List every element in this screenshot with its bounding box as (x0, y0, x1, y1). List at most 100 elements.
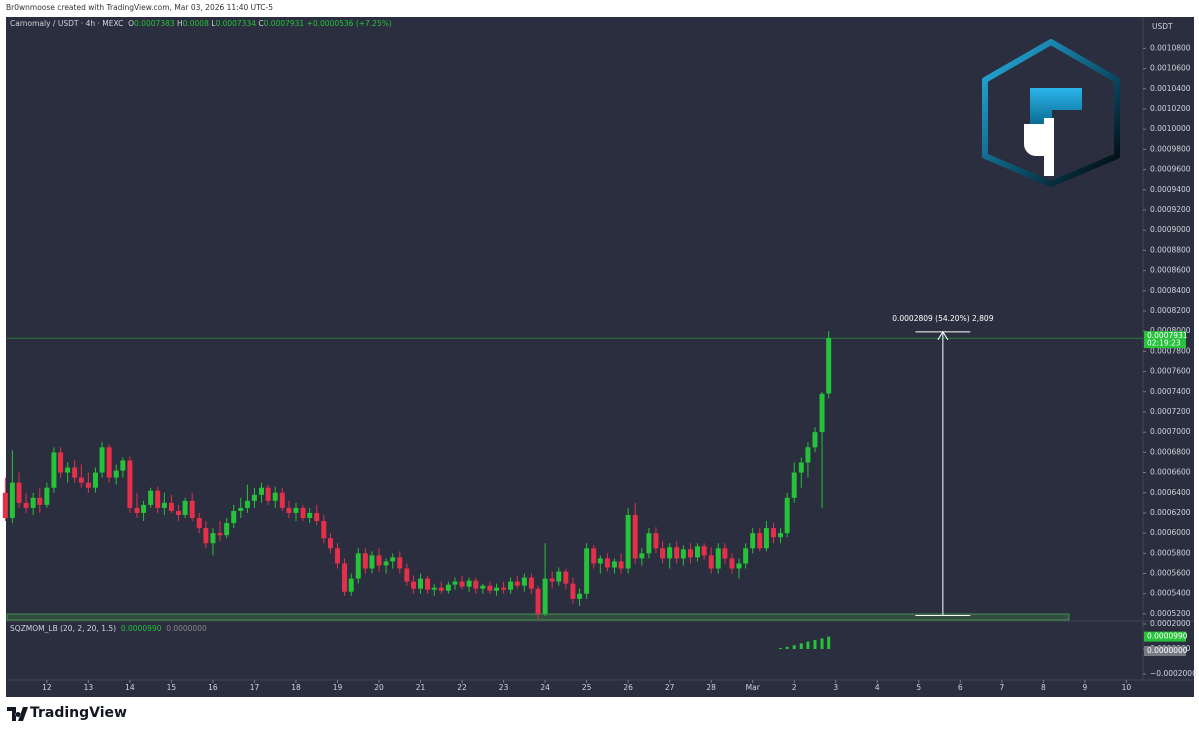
candle-body (279, 492, 285, 508)
candle-body (812, 432, 818, 448)
candle-body (113, 470, 119, 478)
candle-body (577, 593, 583, 599)
candle-body (459, 581, 465, 587)
x-tick-label: 22 (457, 683, 467, 692)
candle-body (182, 500, 188, 515)
candle-body (604, 558, 610, 568)
y-tick-label: 0.0008200 (1150, 306, 1191, 315)
y-tick-label: 0.0005200 (1150, 609, 1191, 618)
candle-body (321, 521, 327, 539)
y-tick-label: 0.0005800 (1150, 548, 1191, 557)
y-tick-label: 0.0006800 (1150, 447, 1191, 456)
candle-body (369, 555, 375, 569)
y-tick-label: 0.0010400 (1150, 84, 1191, 93)
y-tick-label: 0.0008600 (1150, 266, 1191, 275)
candle-body (327, 538, 333, 549)
candle-body (335, 548, 341, 564)
candle-body (410, 581, 416, 589)
candle-body (445, 584, 451, 591)
candle-body (791, 472, 797, 498)
symbol-legend: Carnomaly / USDT · 4h · MEXC O0.0007383 … (10, 19, 392, 28)
x-tick-label: 17 (250, 683, 260, 692)
candle-body (584, 548, 590, 594)
candle-body (376, 555, 382, 566)
y-tick-label: 0.0005600 (1150, 569, 1191, 578)
candle-body (570, 583, 576, 599)
y-tick-label: 0.0009200 (1150, 205, 1191, 214)
candle-body (155, 490, 161, 508)
brand-mark (7, 707, 28, 721)
candle-body (819, 393, 825, 433)
x-tick-label: 13 (84, 683, 94, 692)
candle-body (272, 492, 278, 501)
candle-body (438, 587, 444, 591)
candle-body (203, 528, 209, 544)
x-tick-label: 3 (833, 683, 838, 692)
y-tick-label: 0.0009800 (1150, 144, 1191, 153)
ohlc-value: 0.0007931 (263, 19, 305, 28)
candle-body (175, 510, 181, 515)
candle-body (251, 494, 257, 501)
candle-body (632, 514, 638, 559)
candle-body (757, 533, 763, 549)
y-tick-label: 0.0010800 (1150, 43, 1191, 52)
candle-body (501, 587, 507, 590)
candle-body (362, 553, 368, 569)
candle-body (680, 549, 686, 559)
x-tick-label: 23 (499, 683, 509, 692)
measure-arrowhead (937, 330, 949, 341)
momentum-bar (785, 646, 789, 649)
chart-background (6, 17, 1194, 697)
candle-body (521, 577, 527, 586)
ohlc-value: 0.0008 (182, 19, 209, 28)
candle-body (120, 460, 126, 471)
candle-body (106, 447, 112, 478)
candle-body (217, 533, 223, 536)
candle-body (134, 507, 140, 513)
candle-body (2, 492, 8, 518)
y-tick-label: 0.0007600 (1150, 367, 1191, 376)
candle-body (383, 561, 389, 566)
candle-body (99, 447, 105, 473)
y-tick-label: 0.0008400 (1150, 286, 1191, 295)
candle-body (404, 568, 410, 582)
ohlc-readout: O0.0007383 H0.0008 L0.0007334 C0.0007931 (128, 19, 306, 28)
candle-body (653, 533, 659, 549)
candle-body (314, 512, 320, 522)
indicator-legend: SQZMOM_LB (20, 2, 20, 1.5) 0.0000990 0.0… (10, 624, 207, 633)
candle-body (30, 497, 36, 508)
logo (982, 39, 1120, 187)
candle-body (625, 514, 631, 569)
candle-body (611, 561, 617, 568)
candle-body (425, 578, 431, 590)
x-tick-label: 15 (167, 683, 177, 692)
candle-body (674, 547, 680, 559)
candle-body (805, 447, 811, 463)
x-tick-label: 27 (665, 683, 675, 692)
x-tick-label: 28 (706, 683, 716, 692)
candle-body (618, 561, 624, 569)
x-tick-label: 8 (1041, 683, 1046, 692)
y-tick-label: 0.0008800 (1150, 245, 1191, 254)
candle-body (736, 563, 742, 569)
candle-body (591, 548, 597, 564)
candle-body (473, 580, 479, 589)
y-tick-label: 0.0010600 (1150, 64, 1191, 73)
y-tick-label: 0.0010000 (1150, 124, 1191, 133)
candle-body (660, 548, 666, 559)
x-tick-label: 5 (916, 683, 921, 692)
candle-body (701, 546, 707, 556)
candle-body (535, 588, 541, 614)
candle-body (259, 487, 265, 495)
x-tick-label: 16 (208, 683, 218, 692)
candle-body (16, 482, 22, 503)
candle-body (743, 548, 749, 564)
author-line: Br0wnmoose created with TradingView.com,… (6, 3, 273, 12)
candle-body (44, 487, 50, 505)
candle-body (729, 558, 735, 569)
candle-body (826, 338, 832, 394)
readout-box (1144, 646, 1186, 656)
currency-label: USDT (1152, 22, 1173, 31)
candle-body (708, 555, 714, 569)
x-tick-label: 24 (540, 683, 550, 692)
